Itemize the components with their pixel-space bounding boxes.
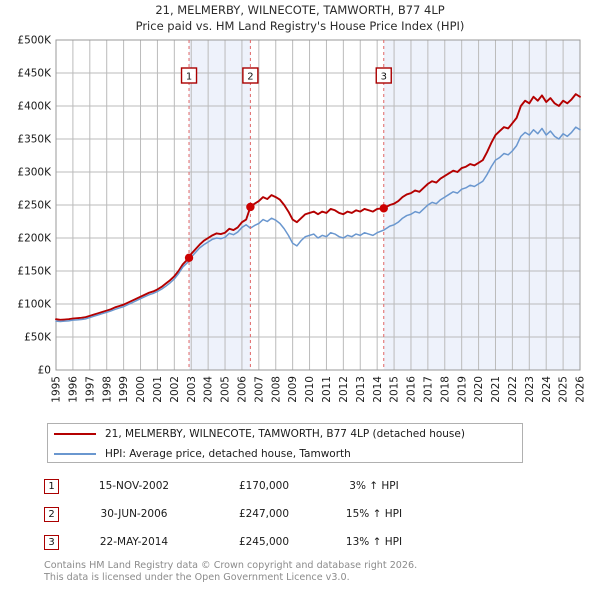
x-axis-tick-label: 2005 (220, 376, 232, 403)
chart-legend: 21, MELMERBY, WILNECOTE, TAMWORTH, B77 4… (47, 423, 523, 463)
x-axis-tick-label: 2025 (558, 376, 570, 403)
transaction-date: 15-NOV-2002 (98, 480, 170, 492)
transaction-date: 30-JUN-2006 (100, 508, 168, 520)
y-axis-tick-label: £150K (17, 266, 52, 278)
x-axis-tick-label: 1995 (51, 376, 63, 403)
transaction-index-badge: 2 (44, 506, 59, 522)
x-axis-tick-label: 2021 (490, 376, 502, 403)
legend-swatch-hpi (54, 453, 96, 455)
x-axis-tick-label: 1999 (118, 376, 130, 403)
x-axis-tick-label: 2008 (270, 376, 282, 403)
x-axis-tick-label: 2012 (338, 376, 350, 403)
legend-item-property: 21, MELMERBY, WILNECOTE, TAMWORTH, B77 4… (48, 424, 522, 444)
x-axis-tick-label: 2022 (507, 376, 519, 403)
plot-area: £0 £50K £100K £150K £200K £250K £300K £350K £400… (17, 35, 587, 403)
chart-title-block: 21, MELMERBY, WILNECOTE, TAMWORTH, B77 4… (0, 2, 600, 34)
transaction-price: £245,000 (238, 536, 290, 548)
legend-label-hpi: HPI: Average price, detached house, Tamw… (105, 448, 351, 460)
annotation-box-1[interactable] (180, 67, 198, 84)
annotation-box-label-3: 3 (381, 72, 387, 83)
footer-line-2: This data is licensed under the Open Gov… (44, 571, 350, 583)
x-axis-tick-label: 2001 (152, 376, 164, 403)
x-axis-tick-label: 2004 (203, 376, 215, 403)
legend-item-hpi: HPI: Average price, detached house, Tamw… (48, 444, 522, 464)
x-axis-tick-label: 1996 (68, 376, 80, 403)
x-axis-tick-label: 2010 (304, 376, 316, 403)
legend-label-property: 21, MELMERBY, WILNECOTE, TAMWORTH, B77 4… (105, 428, 465, 440)
x-axis-tick-label: 2018 (439, 376, 451, 403)
series-line-property (55, 93, 581, 321)
y-axis-tick-label: £400K (17, 101, 52, 113)
x-axis-tick-label: 2013 (355, 376, 367, 403)
annotation-box-3[interactable] (375, 67, 392, 84)
plot-frame (55, 39, 581, 371)
y-axis-tick-label: £0 (38, 365, 51, 377)
series-line-hpi (55, 126, 581, 323)
annotation-box-label-1: 1 (186, 72, 192, 83)
transaction-price: £170,000 (238, 480, 290, 492)
transactions-table: 1 15-NOV-2002 £170,000 3% ↑ HPI 2 30-JUN… (44, 472, 474, 556)
transaction-index-badge: 1 (44, 478, 59, 494)
annotation-box-2[interactable] (242, 67, 259, 84)
x-axis-tick-label: 2014 (372, 376, 384, 403)
x-axis-tick-label: 1998 (101, 376, 113, 403)
sale-marker-dot-1[interactable] (184, 253, 194, 262)
y-axis-tick-label: £450K (17, 68, 52, 80)
y-axis-tick-label: £200K (17, 233, 52, 245)
x-axis-tick-label: 2024 (541, 376, 553, 403)
table-row: 1 15-NOV-2002 £170,000 3% ↑ HPI (44, 472, 474, 500)
x-axis-tick-label: 2020 (473, 376, 485, 403)
x-axis-tick-label: 2023 (524, 376, 536, 403)
x-axis-tick-label: 2016 (406, 376, 418, 403)
x-axis-tick-label: 2015 (389, 376, 401, 403)
y-axis-tick-label: £500K (17, 35, 52, 47)
transaction-price: £247,000 (238, 508, 290, 520)
transaction-date: 22-MAY-2014 (99, 536, 169, 548)
y-axis-tick-label: £350K (17, 134, 52, 146)
sale-marker-dot-2[interactable] (246, 202, 255, 212)
y-axis-tick-label: £300K (17, 167, 52, 179)
x-axis-tick-label: 2007 (253, 376, 265, 403)
table-row: 2 30-JUN-2006 £247,000 15% ↑ HPI (44, 500, 474, 528)
footer-line-1: Contains HM Land Registry data © Crown c… (44, 560, 418, 571)
x-axis-tick-label: 2006 (237, 376, 249, 403)
x-axis-tick-label: 2003 (186, 376, 198, 403)
x-axis-tick-label: 1997 (84, 376, 96, 403)
transaction-hpi-delta: 3% ↑ HPI (349, 480, 399, 492)
x-axis-tick-label: 2026 (575, 376, 587, 403)
sale-marker-dot-3[interactable] (379, 204, 388, 213)
y-axis-tick-label: £100K (17, 299, 52, 311)
x-axis-tick-label: 2011 (321, 376, 333, 403)
transaction-index-badge: 3 (44, 534, 59, 550)
table-row: 3 22-MAY-2014 £245,000 13% ↑ HPI (44, 528, 474, 556)
legend-swatch-property (54, 433, 96, 435)
annotation-box-label-2: 2 (247, 72, 253, 83)
transaction-hpi-delta: 13% ↑ HPI (345, 536, 403, 548)
page-title: 21, MELMERBY, WILNECOTE, TAMWORTH, B77 4… (155, 3, 445, 17)
x-axis-tick-label: 2019 (456, 376, 468, 403)
transaction-hpi-delta: 15% ↑ HPI (345, 508, 403, 520)
y-axis-tick-label: £250K (17, 200, 52, 212)
y-axis-tick-label: £50K (24, 332, 52, 344)
x-axis-tick-label: 2017 (423, 376, 435, 403)
x-axis-tick-label: 2002 (169, 376, 181, 403)
copyright-footer: Contains HM Land Registry data © Crown c… (44, 560, 564, 583)
page-subtitle: Price paid vs. HM Land Registry's House … (135, 19, 465, 33)
x-axis-tick-label: 2009 (287, 376, 299, 403)
x-axis-tick-label: 2000 (135, 376, 147, 403)
